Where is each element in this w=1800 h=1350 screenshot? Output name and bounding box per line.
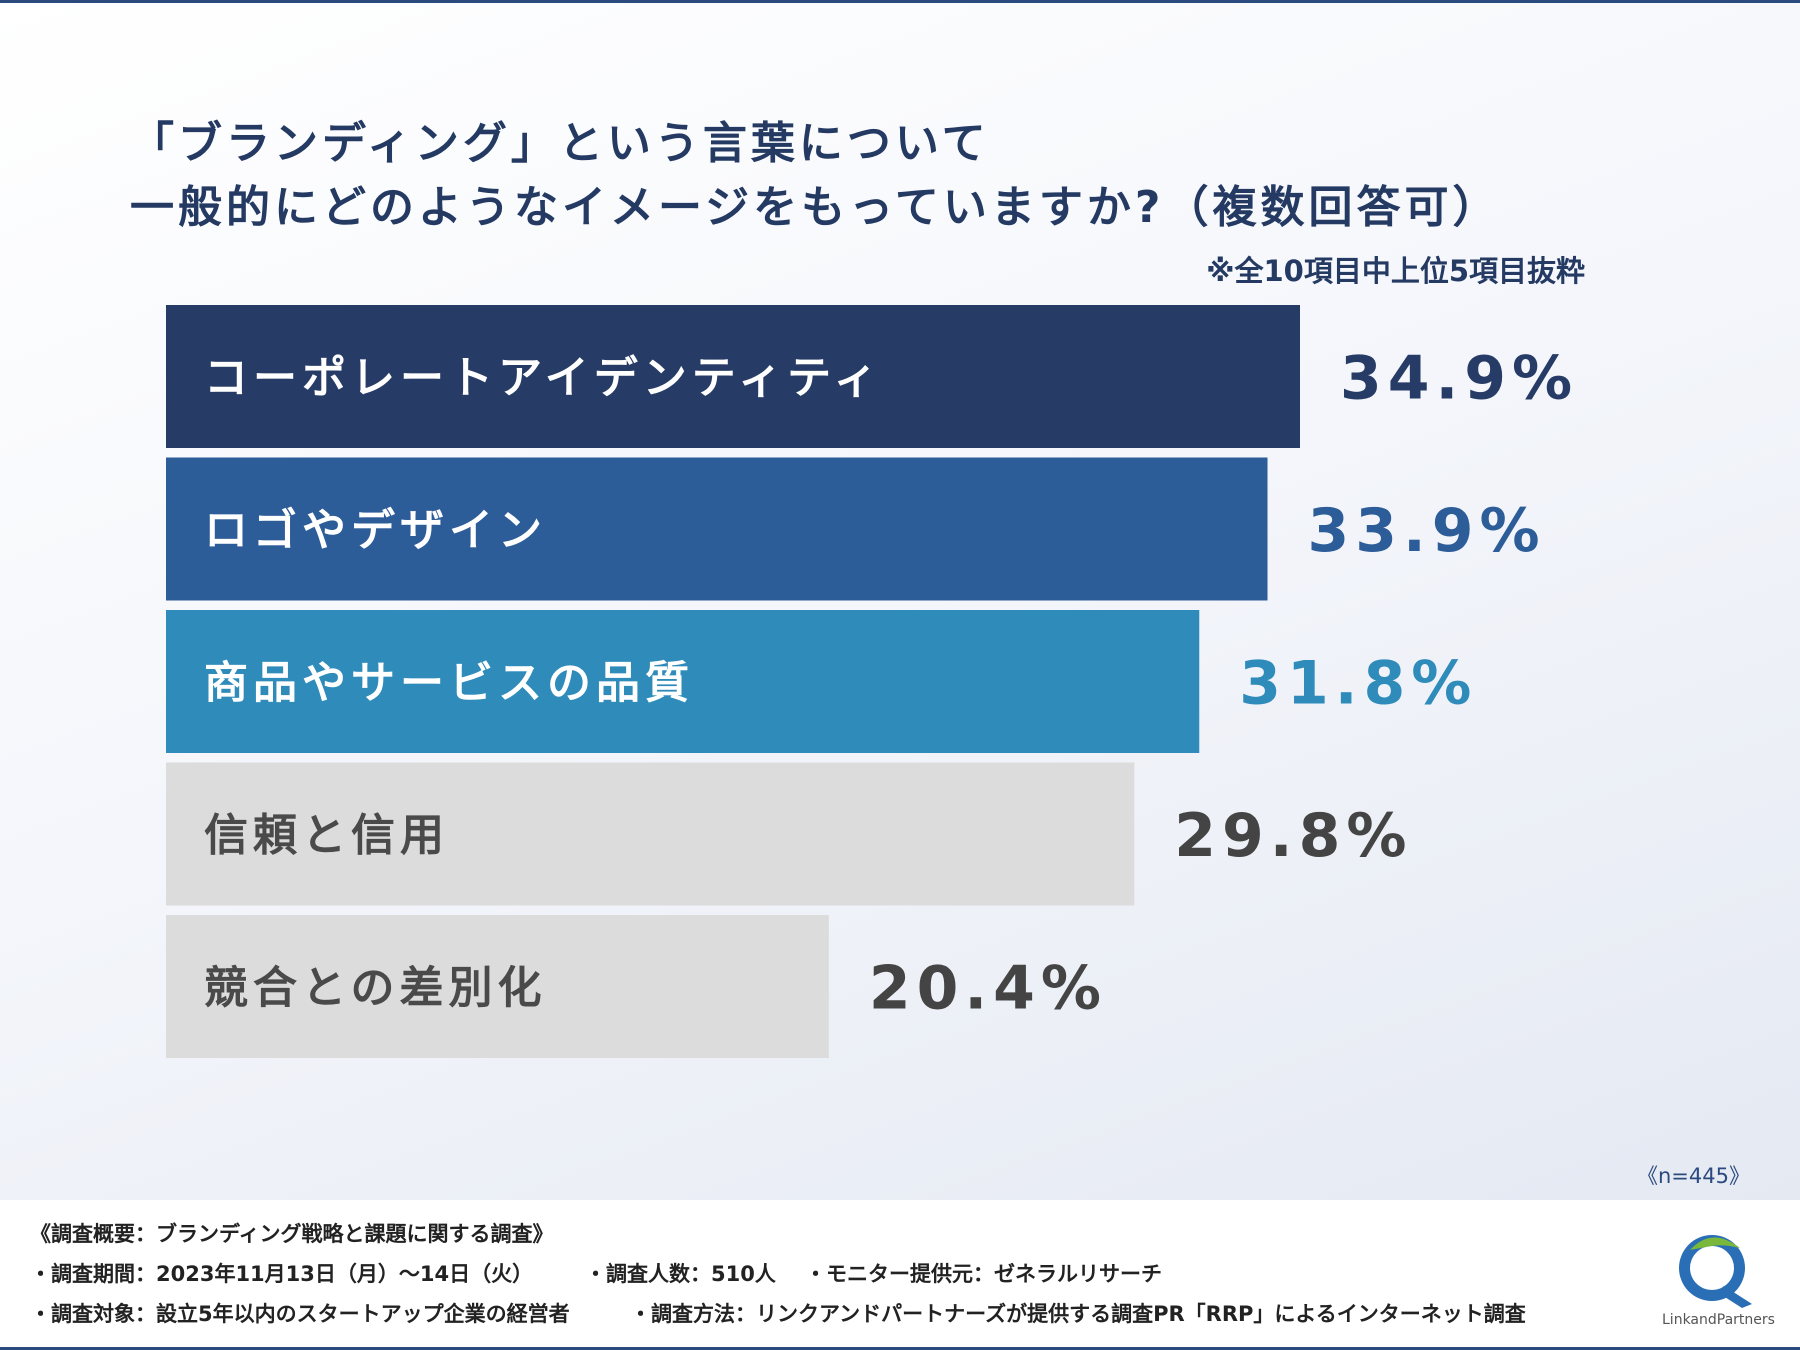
value-label-1: 34.9% xyxy=(1340,344,1578,414)
survey-target: ・調査対象：設立5年以内のスタートアップ企業の経営者 xyxy=(30,1302,570,1326)
company-logo: LinkandPartners xyxy=(1662,1228,1775,1328)
logo-mark-icon xyxy=(1679,1235,1752,1308)
chart-title: 「ブランディング」という言葉について 一般的にどのようなイメージをもっていますか… xyxy=(130,118,1501,233)
sample-size: 《n=445》 xyxy=(1637,1164,1750,1188)
survey-footer: 《調査概要：ブランディング戦略と課題に関する調査》 ・調査期間：2023年11月… xyxy=(0,1200,1800,1350)
value-label-2: 33.9% xyxy=(1308,496,1546,566)
bar-4 xyxy=(166,762,1135,906)
value-label-4: 29.8% xyxy=(1174,801,1412,871)
survey-provider: ・モニター提供元：ゼネラルリサーチ xyxy=(805,1262,1162,1286)
bar-3 xyxy=(166,610,1200,753)
bar-5 xyxy=(166,915,829,1058)
bar-1 xyxy=(166,305,1300,448)
chart-note: ※全10項目中上位5項目抜粋 xyxy=(1206,254,1585,288)
bar-label-4: 信頼と信用 xyxy=(204,810,449,861)
bar-label-3: 商品やサービスの品質 xyxy=(204,658,694,709)
top-border xyxy=(0,0,1800,3)
bar-label-5: 競合との差別化 xyxy=(204,963,547,1014)
bar-2 xyxy=(166,457,1268,601)
value-label-3: 31.8% xyxy=(1239,649,1477,719)
value-label-5: 20.4% xyxy=(869,954,1107,1024)
survey-respondents: ・調査人数：510人 xyxy=(585,1262,776,1286)
bar-chart: コーポレートアイデンティティ 34.9% ロゴやデザイン 33.9% 商品やサービスの品… xyxy=(166,305,1578,1058)
survey-heading: 《調査概要：ブランディング戦略と課題に関する調査》 xyxy=(30,1222,554,1246)
logo-text: LinkandPartners xyxy=(1662,1312,1775,1328)
bar-label-2: ロゴやデザイン xyxy=(204,505,547,556)
bottom-border xyxy=(0,1347,1800,1350)
survey-period: ・調査期間：2023年11月13日（月）〜14日（火） xyxy=(30,1262,534,1286)
survey-method: ・調査方法：リンクアンドパートナーズが提供する調査PR「RRP」によるインターネ… xyxy=(630,1302,1526,1326)
bar-label-1: コーポレートアイデンティティ xyxy=(204,353,883,404)
